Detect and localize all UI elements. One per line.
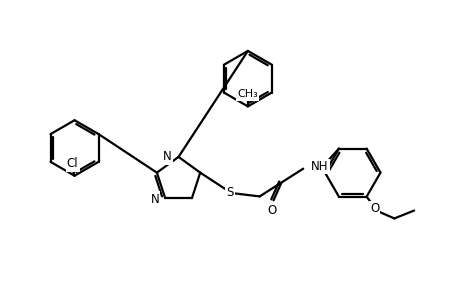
- Text: N: N: [151, 193, 159, 206]
- Text: CH₃: CH₃: [237, 89, 258, 100]
- Text: Cl: Cl: [67, 157, 78, 170]
- Text: NH: NH: [311, 160, 329, 173]
- Text: S: S: [226, 186, 234, 199]
- Text: O: O: [267, 204, 276, 217]
- Text: N: N: [163, 150, 172, 164]
- Text: O: O: [370, 202, 379, 215]
